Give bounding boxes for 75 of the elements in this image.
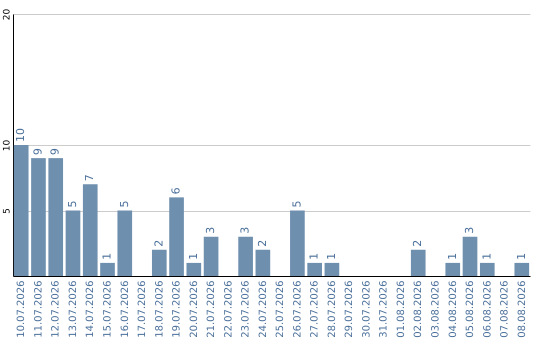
x-tick-label: 27.07.2026: [310, 280, 321, 338]
data-label: 9: [31, 148, 44, 156]
x-tick-label: 17.07.2026: [137, 280, 148, 338]
x-tick-label: 13.07.2026: [68, 280, 79, 338]
x-tick-label: 24.07.2026: [258, 280, 269, 338]
data-label: 9: [48, 148, 62, 156]
x-tick-label: 22.07.2026: [223, 280, 234, 338]
data-label: 1: [186, 252, 200, 260]
x-tick-label: 28.07.2026: [326, 280, 338, 338]
bar: [66, 210, 80, 276]
x-tick-label: 31.07.2026: [378, 280, 390, 338]
x-tick-label: 10.07.2026: [16, 280, 28, 338]
x-tick-label: 23.07.2026: [240, 280, 252, 338]
data-label: 2: [411, 240, 424, 247]
bar: [445, 262, 460, 276]
bar: [169, 197, 184, 276]
x-tick-label: 19.07.2026: [172, 280, 183, 338]
data-label: 5: [290, 200, 304, 208]
x-tick-label: 12.07.2026: [50, 280, 62, 338]
x-tick-label: 20.07.2026: [188, 280, 200, 338]
x-tick-label: 21.07.2026: [206, 280, 218, 338]
data-label: 3: [463, 226, 476, 234]
data-label: 1: [324, 252, 338, 260]
x-tick-label: 25.07.2026: [275, 280, 286, 338]
bar: [82, 184, 98, 276]
x-tick-label: 06.08.2026: [482, 280, 494, 338]
x-tick-label: 01.08.2026: [396, 280, 407, 338]
x-tick-label: 07.08.2026: [500, 280, 511, 338]
data-label: 3: [204, 226, 218, 234]
bar: [480, 262, 495, 276]
x-tick-label: 04.08.2026: [448, 280, 459, 338]
data-label: 2: [256, 240, 269, 247]
bar: [290, 210, 305, 276]
x-tick-label: 11.07.2026: [33, 280, 44, 338]
bar: [324, 262, 340, 276]
data-label: 10: [14, 128, 28, 142]
bar: [307, 262, 322, 276]
bar: [31, 158, 46, 276]
y-tick-label: 20: [2, 8, 12, 20]
bar: [256, 250, 270, 276]
x-tick-label: 16.07.2026: [120, 280, 131, 338]
y-tick-label: 10: [2, 140, 12, 152]
data-label: 1: [514, 252, 528, 260]
data-label: 5: [66, 200, 79, 208]
y-tick-label: 5: [2, 208, 12, 214]
data-label: 6: [170, 187, 183, 194]
data-label: 5: [118, 200, 131, 208]
x-tick-label: 18.07.2026: [154, 280, 166, 338]
data-label: 1: [308, 252, 321, 260]
bar: [14, 145, 29, 276]
bar: [186, 262, 202, 276]
x-tick-label: 02.08.2026: [413, 280, 424, 338]
x-tick-label: 03.08.2026: [430, 280, 442, 338]
bar: [100, 262, 115, 276]
x-tick-label: 14.07.2026: [85, 280, 96, 338]
x-tick-label: 26.07.2026: [292, 280, 304, 338]
x-tick-label: 30.07.2026: [361, 280, 372, 338]
bar: [514, 262, 530, 276]
data-label: 1: [100, 252, 114, 260]
bar: [117, 210, 132, 276]
data-label: 7: [83, 174, 96, 182]
x-tick-label: 05.08.2026: [465, 280, 476, 338]
bar: [410, 250, 426, 276]
x-tick-label: 29.07.2026: [344, 280, 356, 338]
bar: [152, 250, 167, 276]
data-label: 1: [480, 252, 494, 260]
data-label: 1: [446, 252, 459, 260]
bar: [48, 158, 64, 276]
x-tick-label: 15.07.2026: [102, 280, 114, 338]
x-tick-label: 08.08.2026: [516, 280, 528, 338]
bar: [204, 236, 218, 276]
bar: [238, 236, 253, 276]
data-label: 3: [238, 226, 252, 234]
data-label: 2: [152, 240, 166, 247]
bar: [462, 236, 478, 276]
